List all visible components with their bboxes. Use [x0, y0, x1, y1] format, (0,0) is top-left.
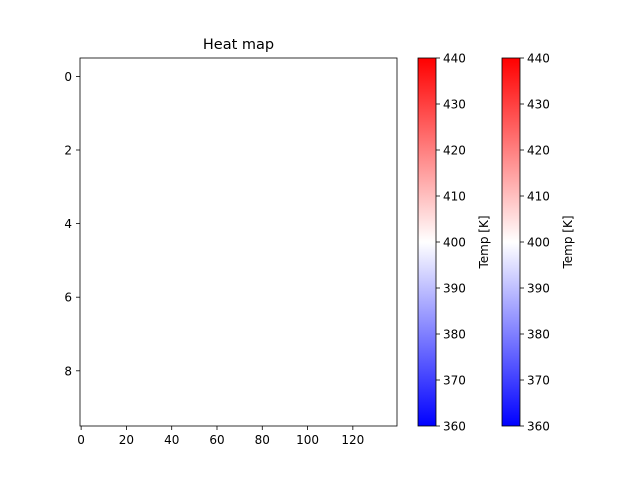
y-tick-label: 0	[64, 70, 72, 84]
colorbar-1-tick-label: 380	[443, 328, 466, 342]
colorbar-2-gradient	[501, 57, 521, 427]
colorbar-1-tick-label: 440	[443, 52, 466, 66]
colorbar-2-tick-label: 400	[527, 236, 550, 250]
x-tick-label: 20	[119, 433, 134, 447]
y-tick-label: 4	[64, 217, 72, 231]
x-tick-label: 100	[296, 433, 319, 447]
colorbar-1-ticks: 360 370 380 390 400 410 420 430 440	[436, 52, 466, 434]
x-tick-label: 60	[209, 433, 224, 447]
colorbar-2-tick-label: 420	[527, 144, 550, 158]
colorbar-2-tick-label: 430	[527, 98, 550, 112]
chart-title: Heat map	[203, 37, 274, 53]
colorbar-1-tick-label: 360	[443, 420, 466, 434]
colorbar-2-ticks: 360 370 380 390 400 410 420 430 440	[520, 52, 550, 434]
colorbar-1-tick-label: 400	[443, 236, 466, 250]
y-tick-label: 2	[64, 144, 72, 158]
x-tick-label: 0	[77, 433, 85, 447]
x-axis-ticks: 0 20 40 60 80 100 120	[77, 426, 364, 447]
colorbar-2-tick-label: 440	[527, 52, 550, 66]
plot-area	[79, 57, 398, 427]
colorbar-2: 360 370 380 390 400 410 420 430 440 Temp [K]	[501, 52, 575, 434]
colorbar-1-tick-label: 430	[443, 98, 466, 112]
y-tick-label: 6	[64, 291, 72, 305]
colorbar-1-gradient	[417, 57, 437, 427]
x-tick-label: 80	[255, 433, 270, 447]
heatmap-axes: Heat map 0 20 40 60 80 100 120 0 2 4 6 8	[64, 37, 398, 447]
y-axis-ticks: 0 2 4 6 8	[64, 70, 80, 378]
colorbar-1-tick-label: 420	[443, 144, 466, 158]
colorbar-2-tick-label: 370	[527, 374, 550, 388]
colorbar-1-tick-label: 370	[443, 374, 466, 388]
y-tick-label: 8	[64, 364, 72, 378]
x-tick-label: 120	[341, 433, 364, 447]
colorbar-2-label: Temp [K]	[561, 215, 575, 269]
colorbar-2-tick-label: 390	[527, 282, 550, 296]
colorbar-1: 360 370 380 390 400 410 420 430 440 Temp [K]	[417, 52, 491, 434]
colorbar-2-tick-label: 360	[527, 420, 550, 434]
colorbar-2-tick-label: 410	[527, 190, 550, 204]
colorbar-1-tick-label: 410	[443, 190, 466, 204]
x-tick-label: 40	[164, 433, 179, 447]
colorbar-2-tick-label: 380	[527, 328, 550, 342]
colorbar-1-tick-label: 390	[443, 282, 466, 296]
colorbar-1-label: Temp [K]	[477, 215, 491, 269]
